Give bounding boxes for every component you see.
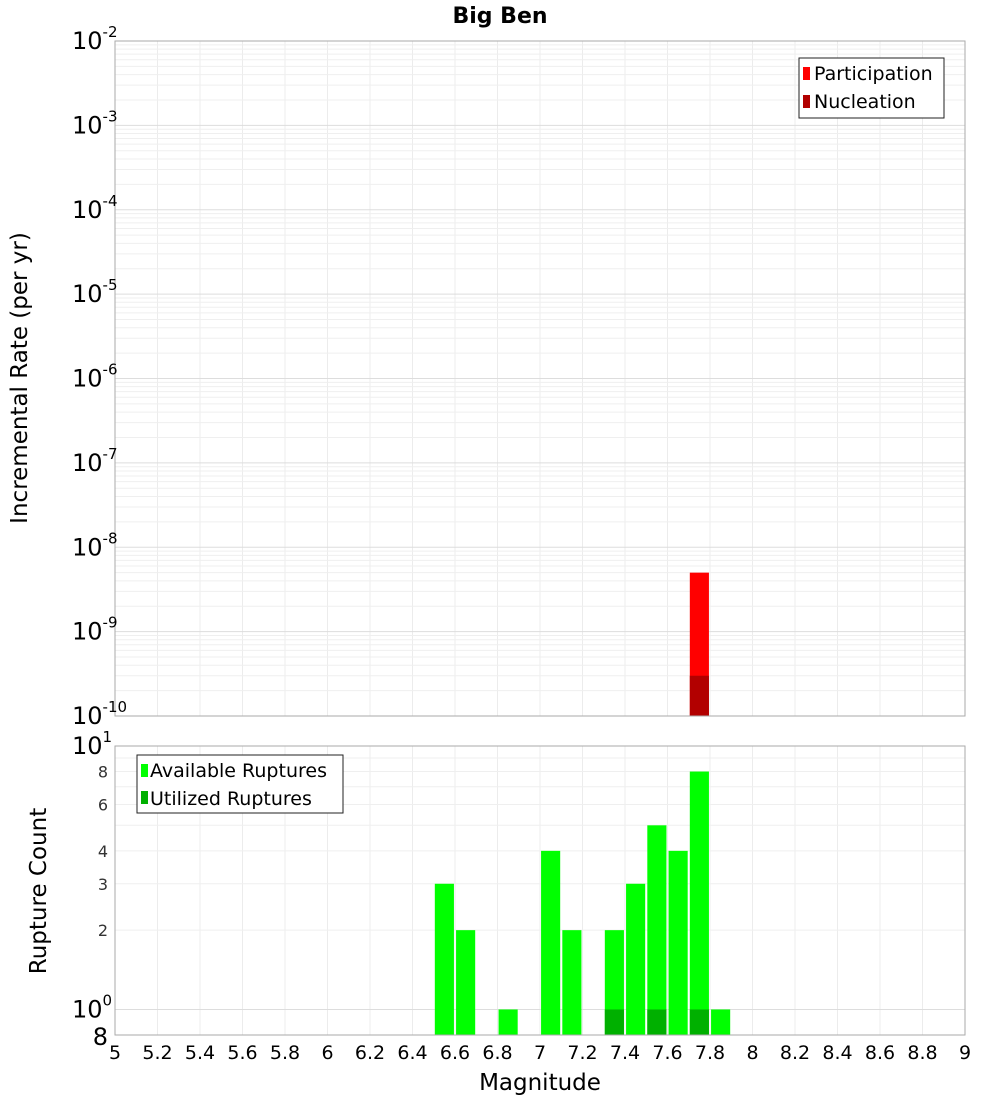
x-tick-label: 8 [746, 1042, 758, 1064]
available-ruptures-bar [689, 771, 709, 1035]
nucleation-bar [689, 675, 709, 716]
x-tick-label: 8.2 [780, 1042, 810, 1064]
rate-legend-box [798, 57, 945, 119]
available-ruptures-bar [434, 883, 454, 1035]
rate-y-tick-label: 10-5 [72, 276, 118, 308]
legend-label-participation: Participation [814, 63, 933, 85]
count-plot-frame [114, 745, 966, 1036]
x-tick-label: 5 [109, 1042, 121, 1064]
x-tick-label: 8.8 [907, 1042, 937, 1064]
count-y-axis-label: Rupture Count [26, 808, 52, 974]
available-ruptures-bar [668, 850, 688, 1035]
rate-legend: Participation Nucleation [798, 57, 945, 119]
rate-y-tick-label: 10-9 [72, 614, 118, 646]
x-tick-label: 6.4 [397, 1042, 427, 1064]
x-tick-label: 7 [534, 1042, 546, 1064]
legend-label-utilized: Utilized Ruptures [150, 788, 312, 810]
legend-swatch-utilized [141, 791, 148, 804]
count-legend-box [136, 754, 344, 814]
x-tick-label: 6.8 [482, 1042, 512, 1064]
utilized-ruptures-bar [647, 1009, 667, 1035]
count-y-tick-label: 8 [98, 763, 108, 782]
available-ruptures-bar [604, 930, 624, 1035]
x-tick-label: 5.8 [270, 1042, 300, 1064]
count-y-major-tick-label: 100 [72, 991, 112, 1023]
legend-label-nucleation: Nucleation [814, 91, 916, 113]
utilized-ruptures-bar [604, 1009, 624, 1035]
x-tick-label: 7.4 [610, 1042, 640, 1064]
available-ruptures-bar [498, 1009, 518, 1035]
legend-label-available: Available Ruptures [150, 760, 327, 782]
x-tick-label: 7.2 [567, 1042, 597, 1064]
legend-swatch-participation [803, 67, 810, 80]
legend-swatch-nucleation [803, 95, 810, 108]
x-tick-label: 8.4 [822, 1042, 852, 1064]
count-y-tick-label: 4 [98, 842, 108, 861]
x-tick-label: 6.6 [440, 1042, 470, 1064]
rate-y-tick-label: 10-4 [72, 192, 118, 224]
x-tick-label: 5.2 [142, 1042, 172, 1064]
x-tick-label: 7.8 [695, 1042, 725, 1064]
utilized-ruptures-bar [689, 1009, 709, 1035]
rate-y-tick-label: 10-10 [72, 698, 127, 730]
count-y-tick-label: 2 [98, 921, 108, 940]
rate-y-axis-label: Incremental Rate (per yr) [7, 232, 33, 524]
x-tick-label: 6.2 [355, 1042, 385, 1064]
rate-y-tick-label: 10-7 [72, 445, 118, 477]
rate-bars [689, 572, 709, 716]
rate-y-tick-labels: 10-2 10-3 10-4 10-5 10-6 10-7 10-8 10-9 10-10 [72, 23, 127, 730]
available-ruptures-bar [711, 1009, 731, 1035]
count-y-major-tick-label: 101 [72, 728, 112, 760]
count-y-tick-label: 6 [98, 795, 108, 814]
available-ruptures-bar [647, 825, 667, 1035]
x-axis-label: Magnitude [479, 1070, 601, 1096]
rate-y-tick-label: 10-8 [72, 529, 118, 561]
rate-y-tick-label: 10-2 [72, 23, 118, 55]
x-tick-label: 8.6 [865, 1042, 895, 1064]
rate-panel: 10-2 10-3 10-4 10-5 10-6 10-7 10-8 10-9 10-10 In… [7, 23, 966, 730]
x-tick-labels: 5 5.2 5.4 5.6 5.8 6 6.2 6.4 6.6 6.8 7 7.2 7.4 7.6 7.8 8… [109, 1042, 971, 1064]
available-ruptures-bar [562, 930, 582, 1035]
available-ruptures-bar [626, 883, 646, 1035]
rate-y-tick-label: 10-6 [72, 361, 118, 393]
x-tick-label: 9 [959, 1042, 971, 1064]
count-y-tick-label: 3 [98, 875, 108, 894]
legend-swatch-available [141, 764, 148, 777]
count-y-bottom-tick-label: 8 [93, 1023, 108, 1051]
rate-grid [115, 41, 966, 716]
x-tick-label: 7.6 [652, 1042, 682, 1064]
rate-y-tick-label: 10-3 [72, 107, 118, 139]
x-tick-label: 5.4 [185, 1042, 215, 1064]
rate-plot-frame [114, 40, 966, 717]
available-ruptures-bar [541, 850, 561, 1035]
count-bars [434, 771, 731, 1035]
chart-title: Big Ben [452, 4, 547, 29]
count-legend: Available Ruptures Utilized Ruptures [136, 754, 344, 814]
x-tick-label: 6 [321, 1042, 333, 1064]
available-ruptures-bar [456, 930, 476, 1035]
x-tick-label: 5.6 [227, 1042, 257, 1064]
